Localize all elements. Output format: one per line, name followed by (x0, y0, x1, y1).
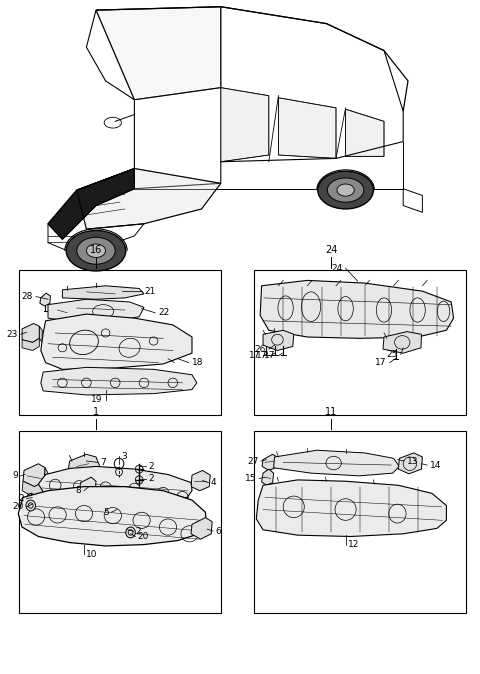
Text: 24: 24 (325, 245, 337, 255)
Polygon shape (191, 470, 210, 491)
Text: 24: 24 (332, 264, 343, 273)
Text: 28: 28 (22, 292, 33, 301)
Polygon shape (191, 518, 212, 539)
Polygon shape (18, 487, 206, 546)
Ellipse shape (86, 244, 106, 257)
Bar (19, 270, 221, 415)
Polygon shape (22, 481, 44, 497)
Text: 12: 12 (348, 540, 360, 549)
Polygon shape (41, 314, 192, 369)
Polygon shape (346, 109, 384, 156)
Text: 13: 13 (407, 456, 418, 466)
Polygon shape (77, 168, 221, 229)
Bar (19, 431, 221, 613)
Text: 4: 4 (211, 478, 216, 487)
Polygon shape (39, 326, 42, 342)
Ellipse shape (26, 500, 36, 511)
Text: 26: 26 (254, 344, 266, 354)
Text: 2: 2 (18, 494, 24, 503)
Text: 3: 3 (121, 452, 127, 461)
Text: 22: 22 (158, 308, 169, 317)
Text: 10: 10 (86, 549, 98, 559)
Polygon shape (44, 468, 48, 487)
Text: 17: 17 (264, 351, 276, 361)
Polygon shape (41, 367, 197, 395)
Text: 14: 14 (430, 460, 441, 470)
Polygon shape (23, 464, 45, 487)
Ellipse shape (126, 527, 135, 538)
Ellipse shape (66, 231, 126, 271)
Polygon shape (48, 299, 144, 322)
Polygon shape (40, 293, 50, 306)
Polygon shape (79, 477, 96, 497)
Polygon shape (383, 332, 421, 353)
Polygon shape (263, 330, 294, 350)
Ellipse shape (327, 178, 364, 202)
Text: 9: 9 (12, 471, 18, 481)
Polygon shape (22, 338, 39, 350)
Polygon shape (262, 454, 279, 470)
Text: 11: 11 (325, 406, 337, 417)
Text: 7: 7 (100, 458, 106, 467)
Polygon shape (256, 480, 446, 537)
Text: 27: 27 (247, 456, 259, 466)
Text: 17: 17 (256, 351, 267, 361)
Polygon shape (105, 497, 127, 520)
Text: 1: 1 (93, 406, 99, 417)
Polygon shape (398, 453, 422, 474)
Text: 2: 2 (149, 474, 155, 483)
Text: 15: 15 (245, 474, 257, 483)
Text: 17: 17 (249, 351, 261, 361)
Text: 16: 16 (90, 245, 102, 255)
Polygon shape (221, 88, 269, 162)
Text: 5: 5 (103, 508, 109, 517)
Bar (254, 270, 466, 415)
Text: 21: 21 (144, 286, 156, 296)
Text: 20: 20 (138, 532, 149, 541)
Text: 2: 2 (136, 526, 142, 536)
Text: 23: 23 (6, 330, 18, 339)
Ellipse shape (77, 237, 115, 264)
Polygon shape (62, 286, 144, 299)
Text: 2: 2 (149, 462, 155, 471)
Polygon shape (274, 450, 399, 476)
Ellipse shape (318, 171, 373, 209)
Text: 8: 8 (76, 486, 82, 495)
Polygon shape (68, 454, 100, 475)
Text: 25: 25 (386, 350, 398, 359)
Text: 20: 20 (12, 502, 24, 512)
Text: 6: 6 (216, 526, 221, 536)
Polygon shape (278, 98, 336, 158)
Text: 19: 19 (91, 395, 103, 404)
Polygon shape (96, 7, 221, 100)
Polygon shape (48, 168, 134, 239)
Polygon shape (22, 324, 39, 342)
Bar (254, 431, 466, 613)
Ellipse shape (337, 184, 354, 196)
Polygon shape (38, 466, 192, 506)
Polygon shape (262, 469, 274, 485)
Polygon shape (260, 280, 454, 338)
Text: 18: 18 (192, 358, 203, 367)
Text: 17: 17 (375, 358, 387, 367)
